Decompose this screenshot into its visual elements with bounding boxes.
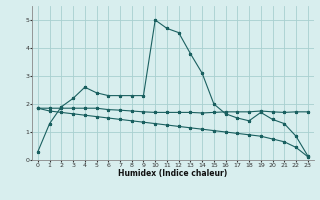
X-axis label: Humidex (Indice chaleur): Humidex (Indice chaleur)	[118, 169, 228, 178]
